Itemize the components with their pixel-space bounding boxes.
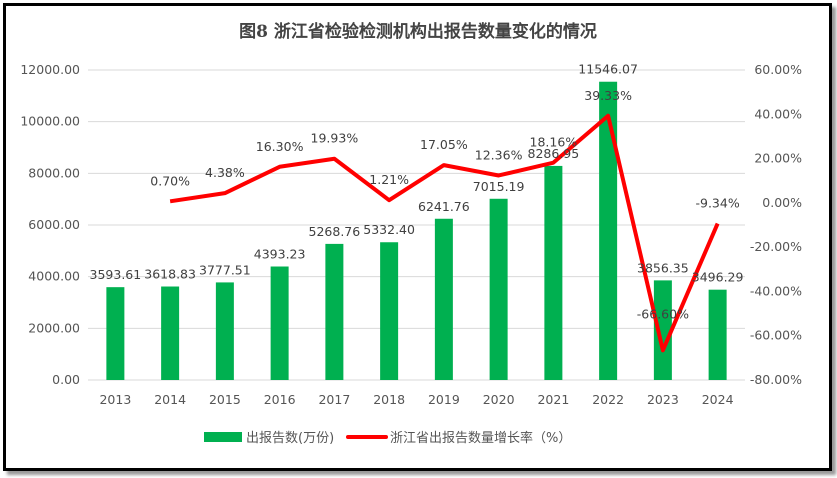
line-data-label: 18.16% xyxy=(530,135,578,150)
legend-line-label: 浙江省出报告数量增长率（%） xyxy=(390,430,571,446)
bar xyxy=(599,81,618,380)
line-data-label: 19.93% xyxy=(311,131,359,146)
bar xyxy=(544,165,563,380)
bar xyxy=(489,198,508,380)
bar-data-label: 3777.51 xyxy=(199,262,251,277)
bar-data-label: 5332.40 xyxy=(363,222,415,237)
line-data-label: 17.05% xyxy=(420,137,468,152)
bar xyxy=(325,243,344,380)
x-axis-tick: 2021 xyxy=(537,392,569,407)
bar xyxy=(106,287,125,380)
right-axis-tick: -20.00% xyxy=(750,239,802,254)
right-axis-tick: -40.00% xyxy=(750,283,802,298)
legend-bar-label: 出报告数(万份) xyxy=(246,431,334,446)
left-axis-tick: 12000.00 xyxy=(20,62,80,77)
right-axis-tick: 20.00% xyxy=(754,151,802,166)
x-axis-tick: 2013 xyxy=(99,392,131,407)
line-data-label: -66.60% xyxy=(637,306,689,321)
left-axis-tick: 2000.00 xyxy=(28,320,80,335)
left-axis-tick: 4000.00 xyxy=(28,269,80,284)
line-data-label: 12.36% xyxy=(475,147,523,162)
line-data-label: 39.33% xyxy=(584,88,632,103)
x-axis-tick: 2022 xyxy=(592,392,624,407)
left-axis-tick: 8000.00 xyxy=(28,165,80,180)
bar xyxy=(380,242,399,380)
bar-data-label: 4393.23 xyxy=(254,247,306,262)
x-axis-tick: 2024 xyxy=(702,392,734,407)
right-axis-tick: 60.00% xyxy=(754,62,802,77)
bar-data-label: 3618.83 xyxy=(144,267,196,282)
left-axis-tick: 10000.00 xyxy=(20,114,80,129)
bar-data-label: 7015.19 xyxy=(473,179,525,194)
bar xyxy=(434,218,453,380)
right-axis-tick: 40.00% xyxy=(754,106,802,121)
bar-data-label: 3856.35 xyxy=(637,260,689,275)
bar-data-label: 5268.76 xyxy=(309,224,361,239)
bar xyxy=(215,282,234,380)
x-axis-tick: 2014 xyxy=(154,392,186,407)
bar-data-label: 11546.07 xyxy=(578,62,638,77)
bar xyxy=(270,266,289,380)
bar xyxy=(708,289,727,380)
line-data-label: 1.21% xyxy=(369,172,409,187)
bar-data-label: 3593.61 xyxy=(90,267,142,282)
line-data-label: -9.34% xyxy=(696,196,740,211)
bar xyxy=(161,286,180,380)
x-axis-tick: 2018 xyxy=(373,392,405,407)
right-axis-tick: -80.00% xyxy=(750,372,802,387)
bar xyxy=(653,280,672,380)
chart-frame xyxy=(3,3,832,471)
right-axis-tick: -60.00% xyxy=(750,328,802,343)
x-axis-tick: 2017 xyxy=(318,392,350,407)
x-axis-tick: 2015 xyxy=(209,392,241,407)
line-data-label: 4.38% xyxy=(205,165,245,180)
right-axis-tick: 0.00% xyxy=(762,195,802,210)
bar-data-label: 3496.29 xyxy=(692,270,744,285)
line-data-label: 0.70% xyxy=(150,173,190,188)
bar-data-label: 8286.95 xyxy=(528,146,580,161)
x-axis-tick: 2023 xyxy=(647,392,679,407)
bar-data-label: 6241.76 xyxy=(418,199,470,214)
x-axis-tick: 2020 xyxy=(483,392,515,407)
legend: 出报告数(万份) 浙江省出报告数量增长率（%） xyxy=(204,430,571,446)
left-axis-tick: 0.00 xyxy=(52,372,80,387)
legend-bar-swatch xyxy=(204,432,242,442)
growth-line xyxy=(169,113,720,353)
left-axis-tick: 6000.00 xyxy=(28,217,80,232)
x-axis-tick: 2019 xyxy=(428,392,460,407)
chart-title: 图8 浙江省检验检测机构出报告数量变化的情况 xyxy=(239,21,597,42)
line-data-label: 16.30% xyxy=(256,139,304,154)
x-axis-tick: 2016 xyxy=(264,392,296,407)
